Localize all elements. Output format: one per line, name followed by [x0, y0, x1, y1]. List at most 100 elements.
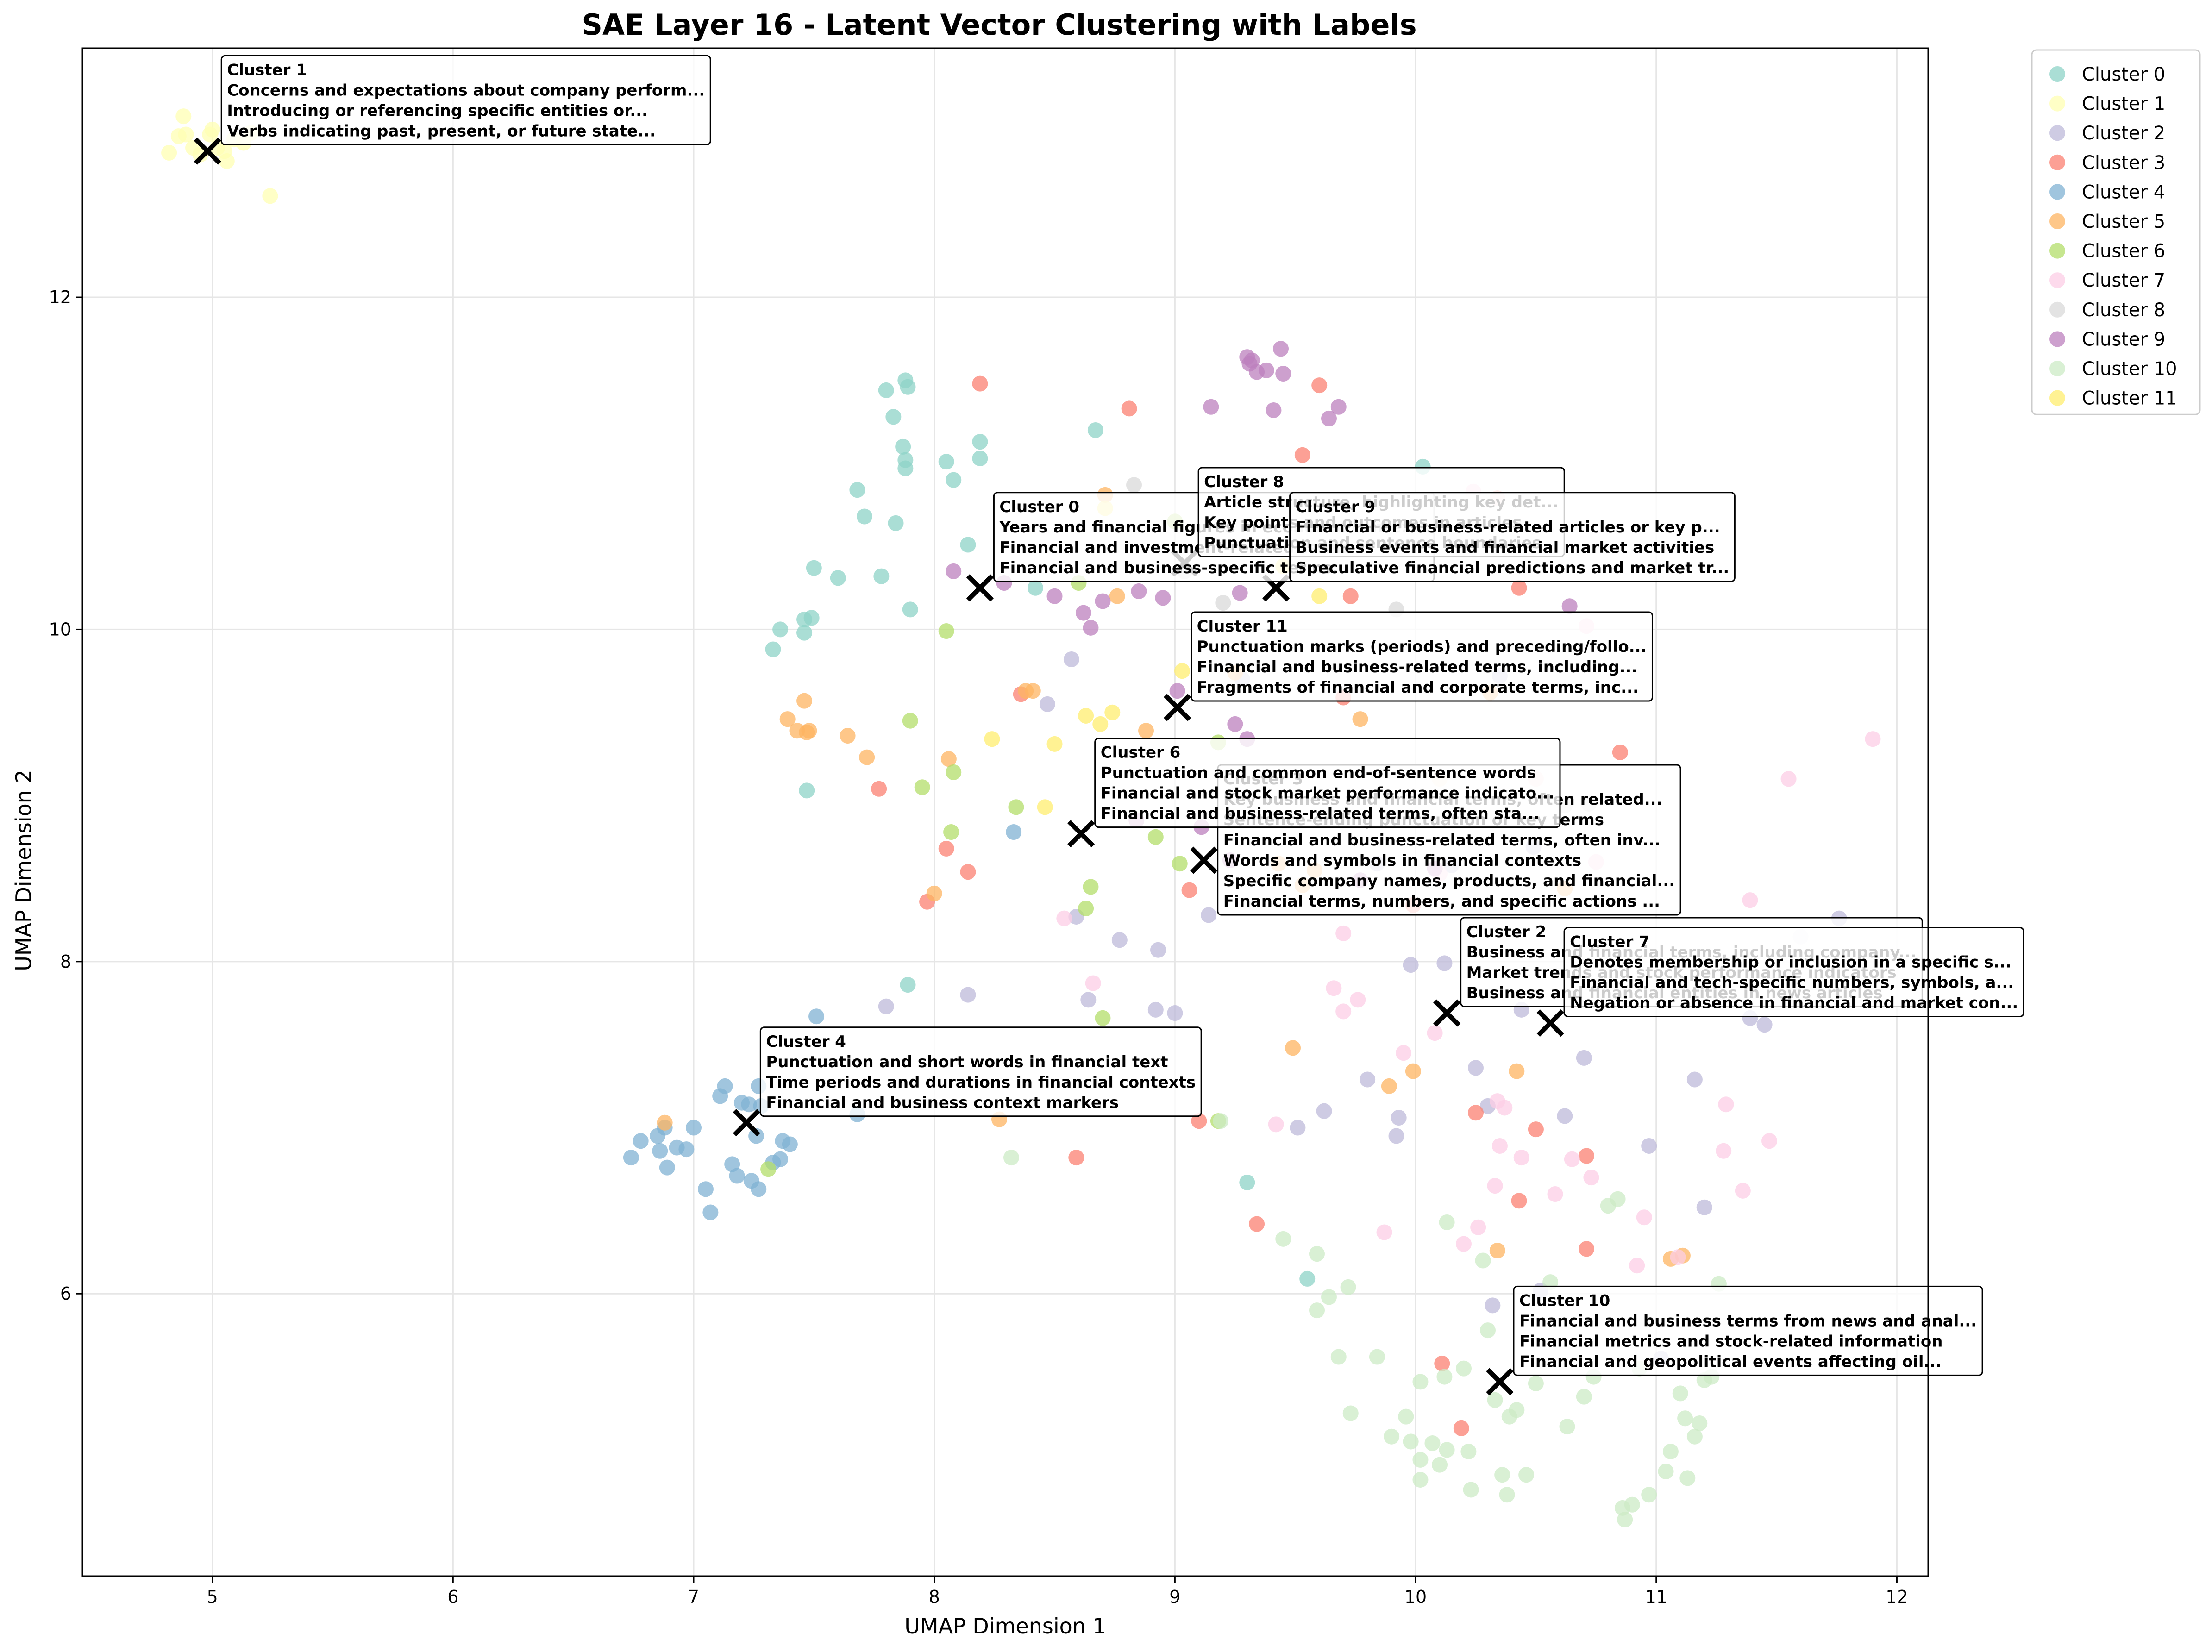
- annotation-line: Fragments of financial and corporate ter…: [1197, 678, 1639, 697]
- annotation-box: Cluster 9 Financial or business-related a…: [1289, 492, 1736, 582]
- annotation-title: Cluster 10: [1519, 1291, 1610, 1310]
- data-point: [1249, 1216, 1265, 1232]
- data-point: [1412, 1452, 1429, 1468]
- data-point: [729, 1168, 745, 1184]
- legend-frame: [2031, 49, 2201, 415]
- data-point: [741, 1096, 757, 1113]
- data-point: [946, 764, 962, 780]
- annotation-line: Financial and business-related terms, of…: [1223, 831, 1661, 850]
- x-tick-label: 9: [1169, 1587, 1180, 1607]
- data-point: [1172, 856, 1188, 872]
- data-point: [1662, 1443, 1679, 1459]
- centroid-stroke: [1190, 846, 1218, 874]
- data-point: [972, 434, 988, 450]
- data-point: [1201, 907, 1217, 923]
- data-point: [1686, 1071, 1703, 1088]
- legend-label: Cluster 9: [2082, 329, 2165, 350]
- data-point: [1321, 410, 1337, 426]
- data-point: [697, 1181, 714, 1197]
- data-point: [1227, 716, 1243, 732]
- legend-label: Cluster 5: [2082, 211, 2165, 232]
- data-point: [1369, 1349, 1385, 1365]
- data-point: [1150, 942, 1166, 958]
- data-point: [1046, 588, 1063, 604]
- annotation-title: Cluster 1: [227, 61, 307, 79]
- data-point: [1121, 400, 1137, 417]
- x-tick-label: 6: [447, 1587, 458, 1607]
- data-point: [1439, 1214, 1455, 1230]
- data-point: [1398, 1408, 1414, 1425]
- legend-label: Cluster 0: [2082, 64, 2165, 85]
- data-point: [1316, 1103, 1332, 1119]
- data-point: [633, 1133, 649, 1149]
- data-point: [1439, 1442, 1455, 1458]
- data-point: [1518, 1467, 1535, 1483]
- data-point: [1350, 992, 1366, 1008]
- data-point: [1475, 1252, 1491, 1269]
- x-tick-label: 5: [207, 1587, 218, 1607]
- annotation-frame: [220, 55, 711, 145]
- legend-label: Cluster 11: [2082, 388, 2177, 409]
- centroid-stroke: [1486, 1368, 1514, 1395]
- annotation-line: Speculative financial predictions and ma…: [1296, 559, 1729, 577]
- data-point: [1509, 1402, 1525, 1418]
- legend-item: Cluster 0: [2049, 64, 2165, 85]
- data-point: [1718, 1096, 1734, 1113]
- data-point: [960, 537, 976, 553]
- annotation-line: Financial and geopolitical events affect…: [1519, 1352, 1942, 1371]
- data-point: [1696, 1199, 1712, 1215]
- data-point: [1006, 824, 1022, 840]
- x-tick-label: 10: [1404, 1587, 1427, 1607]
- legend-item: Cluster 3: [2049, 152, 2165, 174]
- annotation-line: Denotes membership or inclusion in a spe…: [1570, 953, 2011, 972]
- centroid-marker: [1536, 1009, 1564, 1037]
- legend-item: Cluster 9: [2049, 329, 2165, 350]
- data-point: [779, 711, 796, 727]
- data-point: [760, 1161, 777, 1177]
- data-point: [1215, 595, 1231, 611]
- data-point: [1147, 829, 1164, 845]
- annotation-title: Cluster 7: [1570, 933, 1650, 951]
- legend-marker: [2049, 331, 2065, 347]
- data-point: [1275, 366, 1291, 382]
- data-point: [1092, 716, 1109, 732]
- data-point: [1340, 1279, 1356, 1295]
- data-point: [1579, 1148, 1595, 1164]
- annotation-line: Punctuation and short words in financial…: [766, 1053, 1168, 1071]
- data-point: [871, 781, 887, 797]
- data-point: [960, 864, 976, 880]
- data-point: [1111, 932, 1128, 948]
- data-point: [1460, 1443, 1477, 1459]
- data-point: [972, 375, 988, 392]
- annotation-line: Punctuation and common end-of-sentence w…: [1101, 764, 1536, 782]
- data-point: [926, 885, 942, 901]
- legend-item: Cluster 7: [2049, 270, 2165, 291]
- data-point: [1075, 605, 1091, 621]
- data-point: [1388, 1128, 1404, 1144]
- data-point: [1865, 731, 1881, 747]
- data-point: [1109, 588, 1125, 604]
- data-point: [1436, 955, 1453, 971]
- legend-marker: [2049, 390, 2065, 406]
- data-point: [1326, 980, 1342, 996]
- annotation-title: Cluster 0: [999, 498, 1079, 516]
- data-point: [1559, 1419, 1575, 1435]
- legend-item: Cluster 8: [2049, 300, 2165, 321]
- data-point: [1352, 711, 1368, 727]
- data-point: [1424, 1435, 1441, 1452]
- data-point: [1456, 1360, 1472, 1377]
- data-point: [1494, 1467, 1510, 1483]
- data-point: [702, 1204, 719, 1220]
- legend-marker: [2049, 184, 2065, 200]
- annotation-title: Cluster 2: [1466, 923, 1547, 941]
- data-point: [1511, 580, 1527, 596]
- data-point: [1579, 1241, 1595, 1257]
- legend-label: Cluster 4: [2082, 181, 2165, 203]
- centroid-stroke: [1433, 999, 1461, 1027]
- data-point: [1273, 341, 1289, 357]
- data-point: [1309, 1246, 1325, 1262]
- data-point: [1467, 1105, 1484, 1121]
- data-point: [686, 1120, 702, 1136]
- legend-marker: [2049, 154, 2065, 170]
